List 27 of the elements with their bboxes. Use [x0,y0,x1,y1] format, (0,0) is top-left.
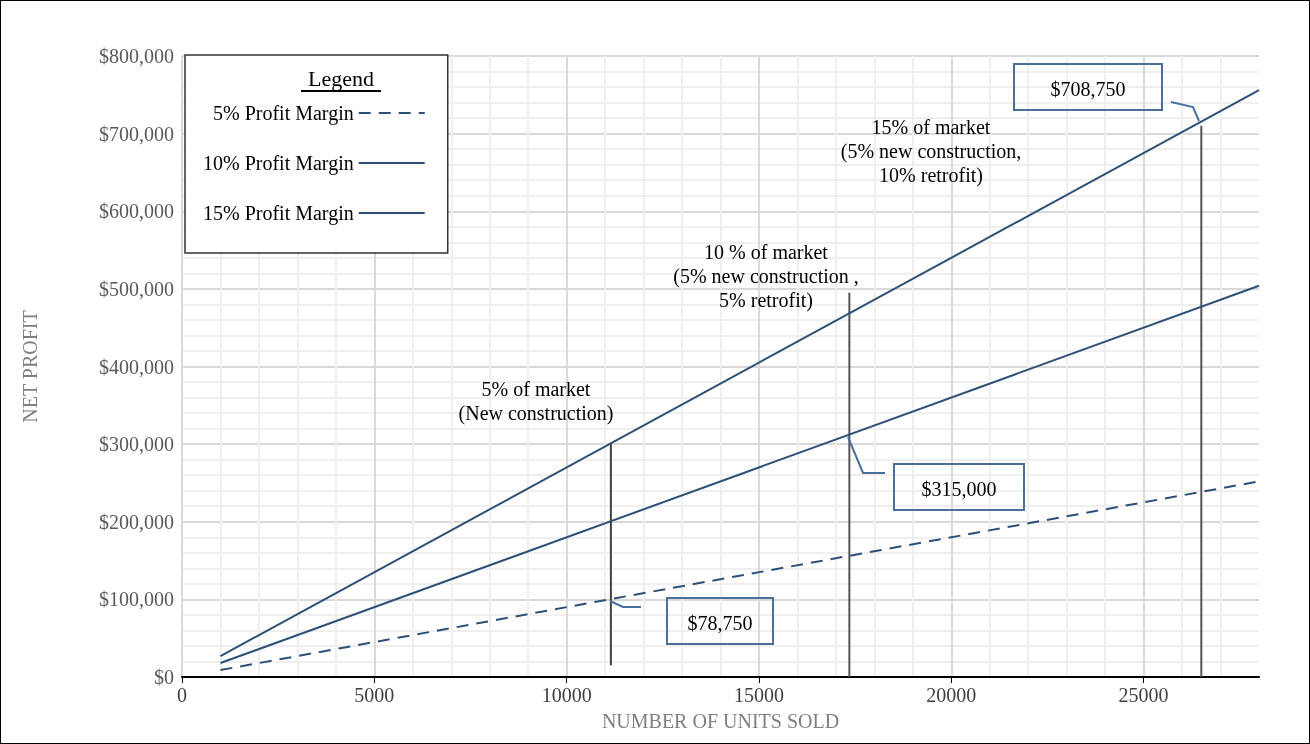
y-tick-label: $300,000 [99,433,174,456]
legend-title: Legend [308,65,374,91]
y-tick-label: $600,000 [99,200,174,223]
x-tick-label: 10000 [541,684,592,706]
legend-label: 5% Profit Margin [213,102,354,125]
x-tick-label: 25000 [1118,684,1169,706]
y-tick-label: $400,000 [99,355,174,378]
annotation: 5% of market (New construction) [458,378,614,425]
x-axis-title: NUMBER OF UNITS SOLD [601,710,840,732]
x-tick-label: 0 [177,684,187,706]
y-tick-label: $700,000 [99,122,174,145]
y-tick-label: $100,000 [99,588,174,611]
y-axis-title: NET PROFIT [19,310,41,423]
x-tick-label: 20000 [926,684,977,706]
annotation: $315,000 [921,478,997,500]
legend-label: 15% Profit Margin [203,202,354,225]
legend-label: 10% Profit Margin [203,152,354,175]
y-tick-label: $0 [154,666,174,688]
annotation: $708,750 [1050,78,1126,100]
y-tick-label: $200,000 [99,510,174,533]
annotation: 15% of market (5% new construction, 10% retrofit) [840,116,1022,187]
y-tick-label: $500,000 [99,277,174,300]
y-tick-label: $800,000 [99,45,174,67]
annotation: $78,750 [687,612,753,634]
x-tick-label: 5000 [354,684,395,706]
annotation: 10 % of market (5% new construction , 5% retrofit) [673,241,859,312]
x-tick-label: 15000 [733,684,784,706]
